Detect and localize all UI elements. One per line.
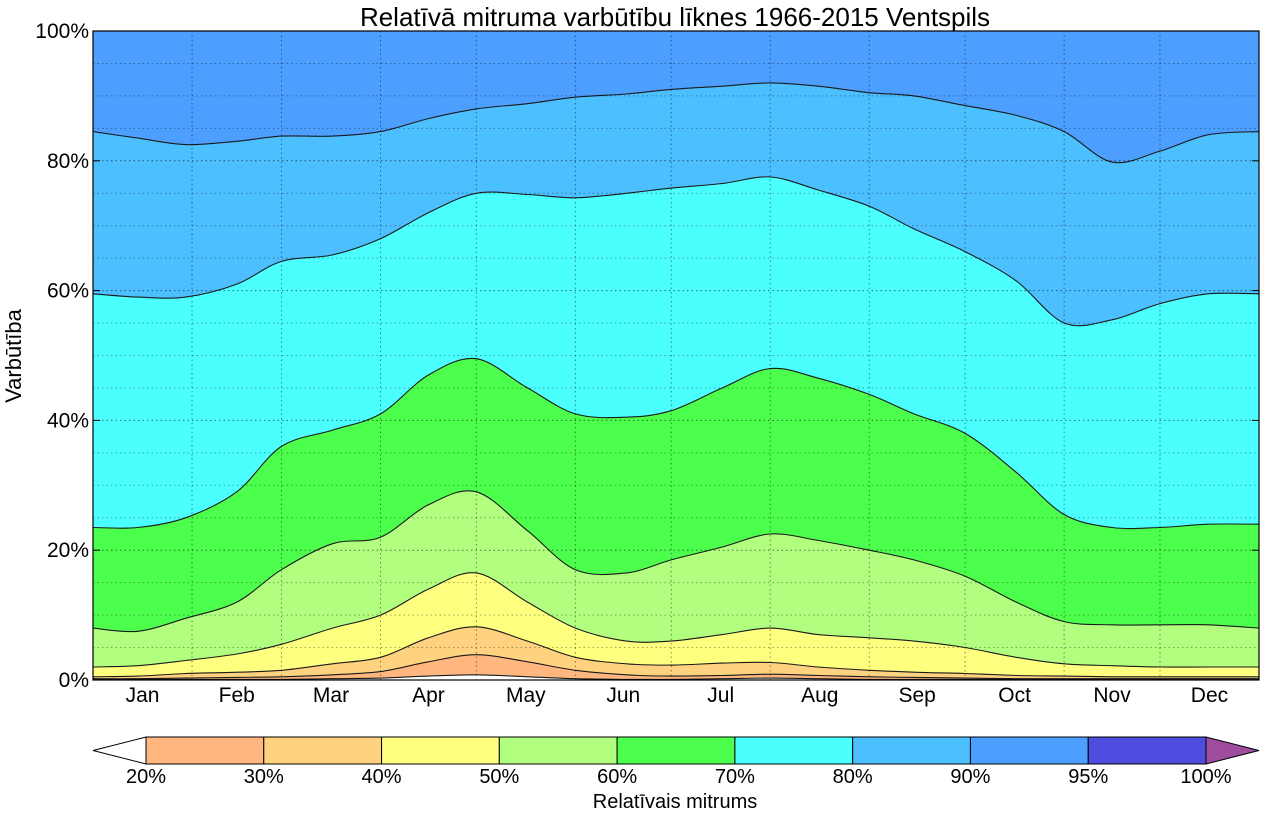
y-tick-label: 20% (47, 539, 89, 562)
colorbar-segment (969, 736, 1089, 765)
band-80%-90% (93, 82, 1259, 326)
x-tick-label: Apr (412, 684, 445, 707)
x-tick-label: Jul (707, 684, 734, 707)
x-tick-label: Mar (313, 684, 349, 707)
x-tick-label: Feb (219, 684, 255, 707)
colorbar: 20% 30% 40% 50% 60% 70% 80% 90% 95% 100% (92, 736, 1260, 788)
colorbar-tick-label: 60% (597, 766, 637, 788)
grid-layer (93, 31, 1259, 680)
colorbar-segment (381, 736, 500, 765)
colorbar-label: Relatīvais mitrums (593, 791, 757, 813)
colorbar-extend-high (1205, 736, 1260, 765)
band-20%-30% (93, 654, 1259, 680)
boundary-line-40% (92, 626, 1259, 678)
colorbar-segment (498, 736, 618, 765)
plot-frame (92, 30, 1260, 681)
y-axis-label: Varbūtība (1, 308, 26, 403)
band-layer (93, 31, 1259, 680)
x-tick-layer: Jan Feb Mar Apr May Jun Jul Aug Sep Oct Nov Dec (126, 684, 1229, 707)
colorbar-segment (1087, 736, 1207, 765)
y-tick-label: 60% (47, 280, 89, 303)
colorbar-tick-label: 20% (126, 766, 166, 788)
x-tick-label: Jun (606, 684, 640, 707)
boundary-line-70% (92, 357, 1260, 530)
colorbar-tick-label: 95% (1068, 766, 1108, 788)
band-70%-80% (93, 176, 1259, 529)
band-30%-40% (93, 626, 1259, 679)
band-below-20% (93, 674, 1259, 680)
boundary-layer (92, 82, 1260, 681)
colorbar-tick-label: 80% (833, 766, 873, 788)
x-tick-label: Nov (1093, 684, 1131, 707)
colorbar-tick-label: 40% (362, 766, 402, 788)
colorbar-segment (616, 736, 736, 765)
y-tick-label: 40% (47, 409, 89, 432)
boundary-line-30% (92, 654, 1259, 680)
colorbar-tick-label: 90% (950, 766, 990, 788)
boundary-line-80% (92, 176, 1260, 327)
colorbar-segment (145, 736, 265, 765)
boundary-line-50% (92, 572, 1259, 668)
band-60%-70% (93, 358, 1259, 632)
colorbar-tick-label: 70% (715, 766, 755, 788)
x-tick-label: Dec (1191, 684, 1228, 707)
colorbar-segment (852, 736, 971, 765)
x-tick-label: May (506, 684, 546, 707)
colorbar-segment (734, 736, 854, 765)
boundary-line-60% (92, 490, 1260, 633)
chart-title: Relatīvā mitruma varbūtību līknes 1966-2… (360, 2, 990, 32)
x-tick-label: Jan (126, 684, 160, 707)
y-tick-label: 80% (47, 150, 89, 173)
colorbar-tick-label: 100% (1180, 766, 1231, 788)
boundary-line-90% (92, 82, 1260, 164)
colorbar-tick-label: 50% (479, 766, 519, 788)
band-above-90% (93, 31, 1259, 163)
x-tick-label: Sep (898, 684, 935, 707)
colorbar-segment (263, 736, 383, 765)
y-tick-layer: 0% 20% 40% 60% 80% 100% (35, 20, 1259, 692)
band-50%-60% (93, 490, 1259, 668)
y-tick-label: 0% (59, 669, 89, 692)
colorbar-extend-low (92, 736, 147, 765)
colorbar-tick-label: 30% (244, 766, 284, 788)
x-tick-label: Oct (998, 684, 1031, 707)
band-40%-50% (93, 572, 1259, 677)
y-tick-label: 100% (35, 20, 89, 43)
x-tick-label: Aug (801, 684, 838, 707)
